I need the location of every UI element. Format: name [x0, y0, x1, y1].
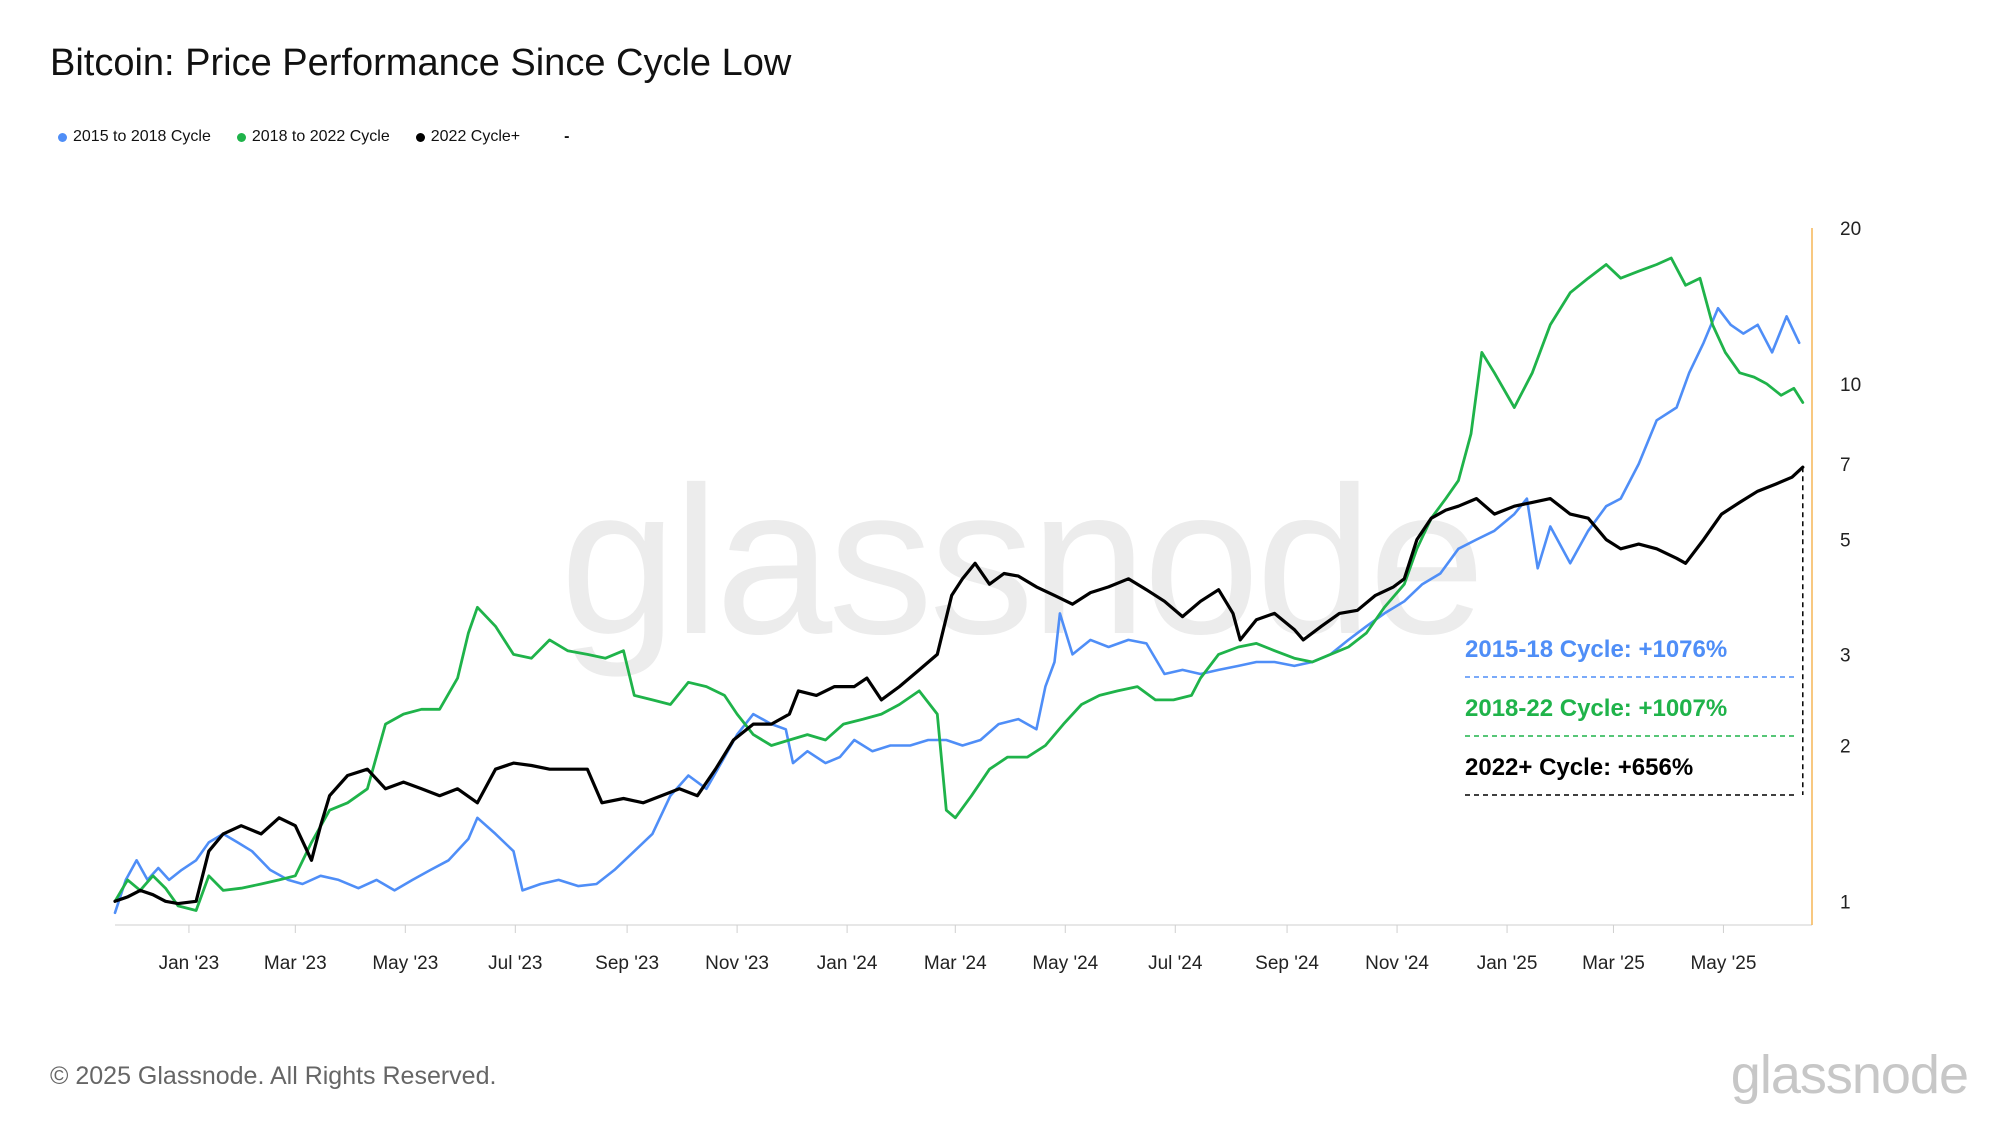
series-line-2[interactable]: [113, 256, 1805, 912]
x-tick-label: Sep '23: [595, 953, 659, 974]
y-tick-label: 20: [1840, 219, 1861, 240]
x-tick-label: May '23: [372, 953, 438, 974]
x-tick-label: Nov '24: [1365, 953, 1429, 974]
legend-dot-icon: [236, 132, 246, 142]
legend-label: 2022 Cycle+: [430, 128, 521, 145]
legend-dot-icon: [415, 132, 425, 142]
x-tick-label: Jan '25: [1477, 953, 1538, 974]
x-tick-label: Jul '23: [488, 953, 542, 974]
x-tick-label: Jul '24: [1148, 953, 1203, 974]
x-tick-label: Mar '25: [1582, 953, 1645, 974]
x-tick-label: May '25: [1690, 953, 1756, 974]
copyright-text: © 2025 Glassnode. All Rights Reserved.: [50, 1062, 497, 1090]
x-tick-label: Sep '24: [1255, 953, 1319, 974]
annotation-label: 2018-22 Cycle: +1007%: [1465, 695, 1727, 722]
glassnode-logo: glassnode: [1730, 1045, 1969, 1105]
legend-label: 2018 to 2022 Cycle: [251, 128, 390, 145]
legend-extra-dash[interactable]: -: [564, 128, 570, 145]
x-tick-label: May '24: [1032, 953, 1098, 974]
chart-title: Bitcoin: Price Performance Since Cycle L…: [50, 42, 792, 84]
x-tick-label: Nov '23: [705, 953, 769, 974]
x-tick-label: Jan '23: [159, 953, 220, 974]
y-tick-label: 2: [1840, 737, 1851, 758]
legend-label: 2015 to 2018 Cycle: [73, 128, 211, 145]
series-line-3[interactable]: [113, 465, 1805, 906]
y-tick-label: 7: [1840, 455, 1851, 476]
legend-item-2018-2022[interactable]: 2018 to 2022 Cycle: [236, 128, 390, 146]
legend-item-2015-2018[interactable]: 2015 to 2018 Cycle: [58, 128, 211, 146]
x-tick-label: Mar '23: [264, 953, 327, 974]
y-tick-label: 1: [1840, 892, 1851, 913]
series-line-1[interactable]: [113, 306, 1801, 915]
annotation-label: 2015-18 Cycle: +1076%: [1465, 636, 1727, 663]
y-tick-label: 10: [1840, 375, 1861, 396]
y-tick-label: 5: [1840, 531, 1851, 552]
x-tick-label: Mar '24: [924, 953, 987, 974]
legend: 2015 to 2018 Cycle 2018 to 2022 Cycle 20…: [58, 128, 569, 146]
legend-item-2022-plus[interactable]: 2022 Cycle+: [415, 128, 521, 146]
legend-dot-icon: [58, 132, 67, 142]
y-tick-label: 3: [1840, 645, 1851, 666]
annotation-label: 2022+ Cycle: +656%: [1465, 754, 1693, 781]
x-tick-label: Jan '24: [817, 953, 878, 974]
